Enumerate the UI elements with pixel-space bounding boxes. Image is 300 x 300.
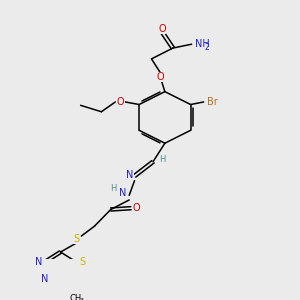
Text: O: O [159, 24, 166, 34]
Text: H: H [159, 155, 166, 164]
Text: H: H [111, 184, 117, 194]
Text: N: N [34, 257, 42, 267]
Text: O: O [117, 97, 124, 107]
Text: O: O [157, 73, 164, 82]
Text: 2: 2 [204, 43, 209, 52]
Text: N: N [119, 188, 126, 198]
Text: N: N [41, 274, 48, 284]
Text: 3: 3 [80, 298, 84, 300]
Text: N: N [126, 170, 134, 180]
Text: O: O [133, 203, 140, 213]
Text: Br: Br [207, 97, 218, 107]
Text: S: S [73, 234, 79, 244]
Text: NH: NH [195, 39, 210, 49]
Text: CH: CH [69, 294, 81, 300]
Text: S: S [80, 257, 86, 267]
